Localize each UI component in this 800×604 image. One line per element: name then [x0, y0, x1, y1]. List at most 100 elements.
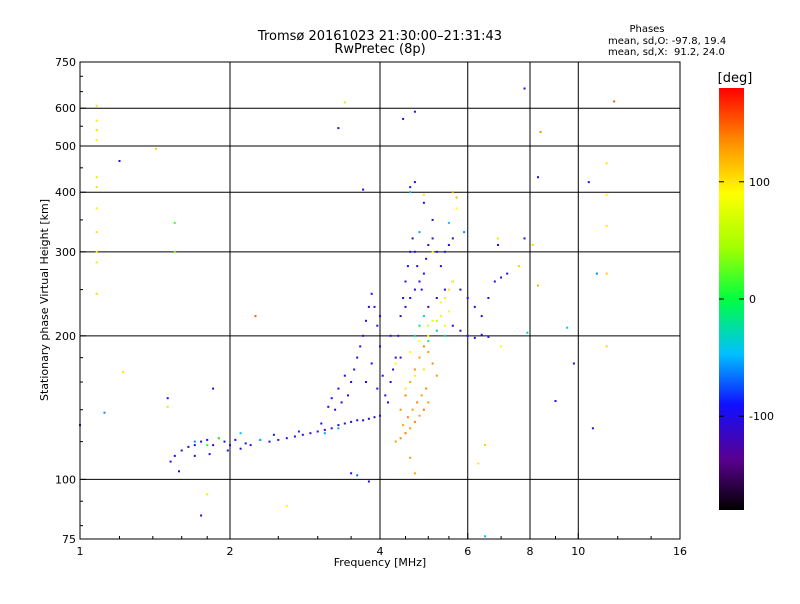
data-point: [466, 334, 469, 337]
data-point: [350, 472, 353, 475]
data-point: [409, 186, 412, 189]
data-point: [595, 272, 598, 275]
data-point: [234, 438, 237, 441]
data-point: [451, 237, 454, 240]
data-point: [239, 432, 242, 435]
data-point: [376, 387, 379, 390]
data-point: [397, 334, 400, 337]
data-point: [399, 315, 402, 318]
data-point: [413, 288, 416, 291]
data-point: [531, 244, 534, 246]
y-tick-label: 75: [62, 533, 76, 546]
colorbar-label: [deg]: [718, 71, 753, 86]
data-point: [425, 257, 428, 260]
data-point: [443, 297, 446, 299]
data-point: [367, 417, 370, 420]
data-point: [427, 401, 430, 404]
data-point: [447, 288, 450, 291]
chart-subtitle: RwPretec (8p): [334, 42, 425, 57]
data-point: [95, 207, 98, 210]
data-point: [285, 504, 288, 507]
data-point: [206, 438, 209, 441]
data-point: [435, 319, 438, 322]
data-point: [435, 250, 438, 253]
data-point: [497, 237, 499, 240]
data-point: [427, 244, 430, 246]
data-point: [451, 280, 454, 283]
data-point: [389, 334, 392, 337]
data-point: [422, 368, 425, 371]
data-point: [431, 237, 434, 240]
data-point: [343, 422, 346, 425]
data-point: [103, 411, 106, 414]
data-point: [353, 368, 356, 371]
data-point: [427, 340, 430, 343]
data-point: [439, 265, 442, 268]
x-tick-label: 10: [571, 545, 585, 558]
data-point: [422, 193, 425, 196]
data-point: [431, 218, 434, 221]
y-tick-label: 300: [55, 246, 76, 259]
data-point: [418, 414, 421, 417]
data-point: [413, 181, 416, 184]
data-point: [384, 394, 387, 397]
data-point: [439, 315, 442, 318]
data-point: [418, 356, 421, 359]
data-point: [473, 305, 476, 308]
data-point: [95, 176, 98, 179]
data-point: [477, 462, 480, 465]
y-tick-label: 400: [55, 186, 76, 199]
data-point: [506, 272, 509, 275]
data-point: [487, 335, 490, 338]
data-point: [605, 162, 608, 165]
data-point: [605, 193, 608, 196]
data-point: [370, 362, 373, 365]
data-point: [217, 437, 220, 440]
data-point: [422, 201, 425, 204]
data-point: [379, 315, 381, 318]
data-point: [239, 447, 242, 450]
data-point: [420, 394, 423, 397]
data-point: [367, 480, 370, 483]
y-tick-labels: 75 100 200 300 400 500 600 750: [55, 56, 76, 546]
data-point: [337, 424, 340, 427]
data-point: [404, 394, 407, 397]
data-point: [420, 288, 423, 291]
data-point: [413, 334, 416, 337]
data-point: [244, 442, 247, 445]
data-point: [399, 408, 402, 411]
data-point: [409, 427, 412, 430]
data-point: [431, 319, 434, 322]
data-point: [566, 326, 569, 329]
data-point: [259, 438, 262, 441]
data-point: [95, 104, 98, 107]
data-point: [173, 221, 176, 224]
stats-heading: Phases: [629, 24, 664, 35]
data-point: [95, 292, 98, 295]
data-point: [249, 444, 252, 447]
data-point: [95, 231, 98, 234]
colorbar-tick-label: 0: [749, 293, 756, 306]
data-point: [466, 297, 469, 299]
y-tick-label: 750: [55, 56, 76, 69]
data-point: [362, 419, 365, 422]
data-point: [404, 280, 407, 283]
data-point: [337, 127, 340, 130]
data-point: [389, 381, 392, 383]
data-point: [484, 444, 487, 447]
data-point: [402, 424, 405, 427]
data-point: [409, 297, 412, 299]
data-point: [459, 329, 462, 332]
x-tick-label: 1: [77, 545, 84, 558]
data-point: [356, 419, 359, 422]
data-point: [206, 444, 209, 447]
data-point: [118, 160, 121, 162]
data-point: [500, 276, 503, 279]
data-point: [497, 244, 499, 246]
data-point: [613, 100, 616, 103]
data-point: [95, 186, 98, 189]
data-point: [443, 324, 446, 327]
data-point: [404, 387, 407, 390]
data-point: [226, 449, 229, 452]
data-point: [402, 297, 405, 299]
